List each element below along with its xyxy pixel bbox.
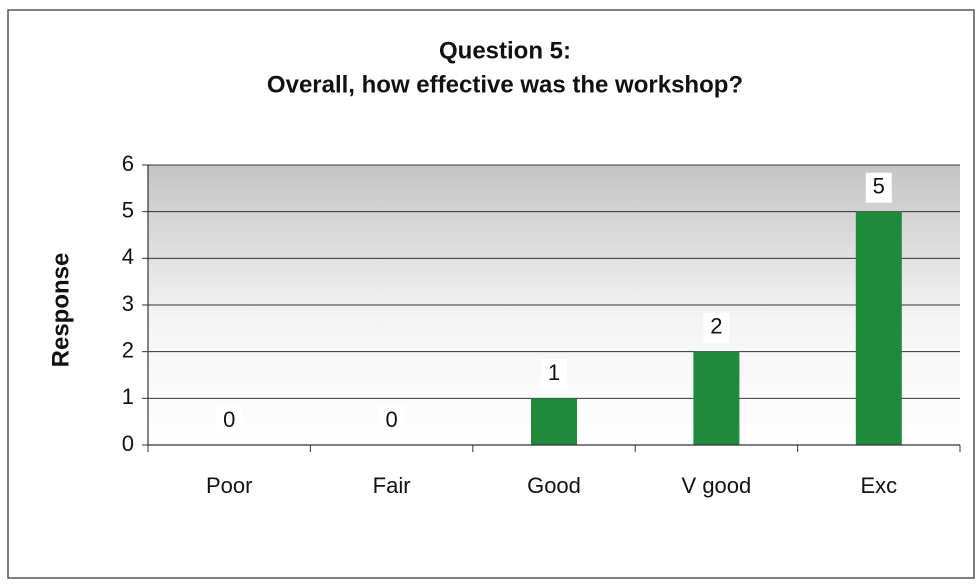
data-label: 0: [223, 407, 235, 432]
data-label: 2: [710, 313, 722, 338]
y-tick-label: 0: [122, 431, 134, 456]
data-label-bg: [865, 172, 892, 203]
data-label-bg: [541, 359, 567, 390]
y-tick-label: 5: [122, 197, 134, 222]
y-tick-label: 3: [122, 291, 134, 316]
y-axis-label: Response: [47, 253, 74, 368]
y-tick-label: 2: [122, 337, 134, 362]
bar: [693, 351, 740, 445]
bar: [855, 211, 902, 445]
y-tick-label: 1: [122, 384, 134, 409]
x-tick-label: V good: [682, 473, 752, 498]
x-tick-label: Good: [527, 473, 581, 498]
data-label: 1: [548, 360, 560, 385]
data-label: 5: [873, 173, 885, 198]
chart-title: Overall, how effective was the workshop?: [267, 71, 743, 98]
data-label-bg: [216, 406, 243, 436]
x-tick-label: Exc: [860, 473, 897, 498]
bar: [531, 398, 577, 445]
y-tick-label: 4: [122, 244, 134, 269]
data-label-bg: [378, 406, 405, 436]
data-label: 0: [385, 407, 397, 432]
chart-title: Question 5:: [439, 37, 571, 64]
data-label-bg: [703, 312, 730, 343]
x-tick-label: Fair: [373, 473, 411, 498]
x-tick-label: Poor: [206, 473, 252, 498]
y-tick-label: 6: [122, 151, 134, 176]
